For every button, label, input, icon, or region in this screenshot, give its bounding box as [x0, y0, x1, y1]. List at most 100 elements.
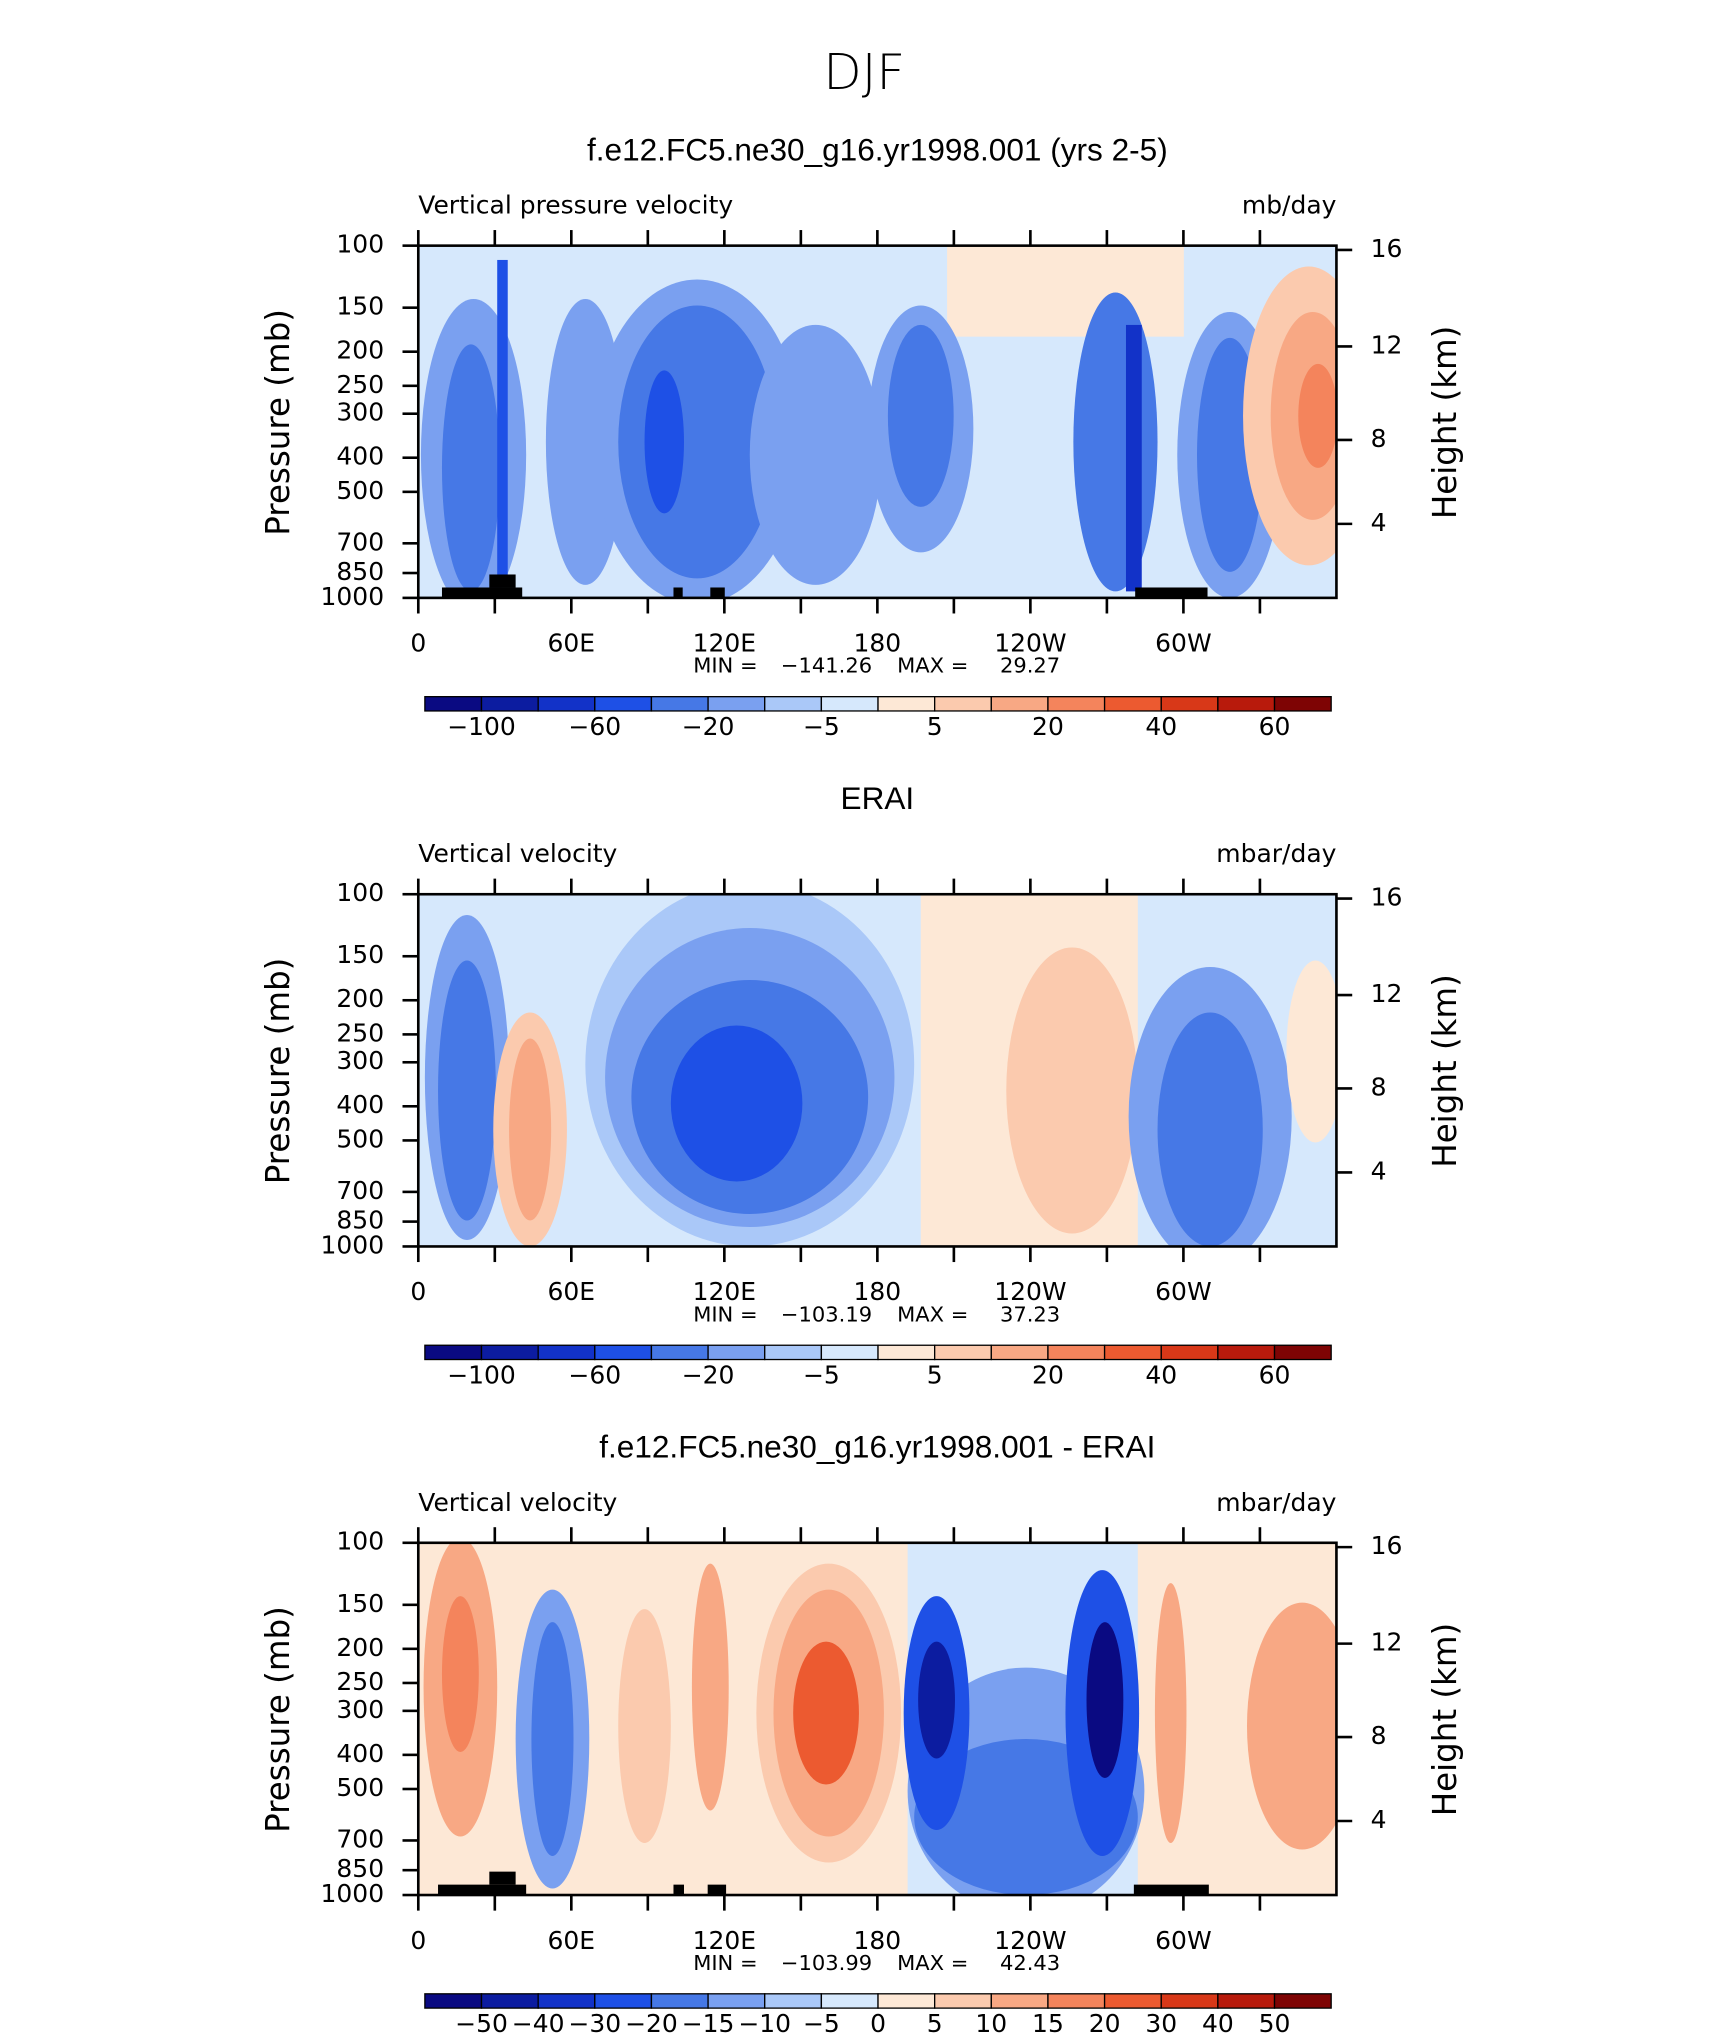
y-tick-label: 200	[336, 336, 384, 365]
y2-axis-label: Height (km)	[1426, 974, 1464, 1167]
x-tick-label: 60W	[1155, 629, 1211, 658]
colorbar-box	[934, 1344, 992, 1361]
y-axis-label: Pressure (mb)	[259, 309, 297, 536]
y2-tick-label: 4	[1371, 1157, 1387, 1186]
colorbar-box	[1160, 1993, 1219, 2009]
max-value: 37.23	[1000, 1302, 1060, 1326]
colorbar-label: −15	[682, 2009, 735, 2038]
y-axis-label: Pressure (mb)	[259, 1606, 297, 1833]
colorbar-label: 15	[1032, 2009, 1064, 2038]
colorbar-label: −60	[568, 1361, 621, 1390]
y-tick-label: 150	[336, 940, 384, 969]
panel: f.e12.FC5.ne30_g16.yr1998.001 (yrs 2-5) V…	[259, 132, 1464, 740]
colorbar-box	[877, 1993, 936, 2009]
panel-title: f.e12.FC5.ne30_g16.yr1998.001 (yrs 2-5)	[587, 132, 1168, 167]
colorbar-box	[1217, 1993, 1276, 2009]
max-value: 42.43	[1000, 1951, 1060, 1975]
colorbar-box	[990, 696, 1049, 712]
y-tick-label: 500	[336, 1125, 384, 1154]
colorbar-label: −10	[738, 2009, 791, 2038]
colorbar-box	[820, 1993, 879, 2009]
colorbar-box	[1047, 1344, 1106, 1361]
colorbar-box	[764, 1344, 823, 1361]
colorbar-box	[594, 696, 653, 712]
x-tick-label: 60E	[548, 1926, 596, 1955]
x-tick-label: 180	[854, 1926, 902, 1955]
x-tick-label: 120E	[693, 1277, 756, 1306]
colorbar-box	[1217, 696, 1276, 712]
colorbar-box	[650, 1993, 709, 2009]
x-tick-label: 60W	[1155, 1926, 1211, 1955]
panel-title: ERAI	[841, 781, 915, 816]
colorbar-box	[480, 1344, 539, 1361]
colorbar-box	[1160, 1344, 1219, 1361]
left-string: Vertical velocity	[418, 1488, 617, 1517]
colorbar-box	[424, 696, 483, 712]
x-tick-label: 60W	[1155, 1277, 1211, 1306]
colorbar-label: −5	[803, 2009, 840, 2038]
colorbar-label: −100	[447, 1361, 516, 1390]
min-label: MIN =	[693, 654, 757, 678]
x-tick-label: 180	[854, 1277, 902, 1306]
min-value: −103.19	[781, 1302, 872, 1326]
colorbar-label: 20	[1032, 712, 1064, 741]
y-tick-label: 1000	[321, 1231, 385, 1260]
max-value: 29.27	[1000, 654, 1060, 678]
contour-field	[418, 1542, 1337, 1896]
y-tick-label: 200	[336, 984, 384, 1013]
x-tick-label: 120E	[693, 629, 756, 658]
max-label: MAX =	[897, 1951, 968, 1975]
y-tick-label: 250	[336, 1667, 384, 1696]
y-tick-label: 700	[336, 1825, 384, 1854]
y2-tick-label: 12	[1371, 1628, 1403, 1657]
x-tick-label: 120W	[994, 1277, 1066, 1306]
colorbar-label: −50	[455, 2009, 508, 2038]
colorbar-box	[594, 1993, 653, 2009]
y-tick-label: 400	[336, 442, 384, 471]
contour-field	[418, 245, 1337, 598]
colorbar-box	[1273, 1344, 1332, 1361]
colorbar-box	[877, 1344, 936, 1361]
y-tick-label: 300	[336, 1695, 384, 1724]
colorbar-label: 5	[927, 2009, 943, 2038]
colorbar-box	[990, 1344, 1049, 1361]
panel: f.e12.FC5.ne30_g16.yr1998.001 - ERAI Vert…	[259, 1430, 1464, 2038]
panel-title: f.e12.FC5.ne30_g16.yr1998.001 - ERAI	[599, 1430, 1155, 1465]
colorbar-box	[1273, 696, 1332, 712]
y2-tick-label: 8	[1371, 1721, 1387, 1750]
colorbar-label: −5	[803, 712, 840, 741]
colorbar-label: 40	[1145, 712, 1177, 741]
y-tick-label: 150	[336, 1589, 384, 1618]
right-string: mbar/day	[1216, 1488, 1336, 1517]
colorbar-label: −100	[447, 712, 516, 741]
colorbar-box	[650, 1344, 709, 1361]
colorbar-box	[1160, 696, 1219, 712]
colorbar-label: −20	[625, 2009, 678, 2038]
colorbar-box	[934, 696, 992, 712]
x-tick-label: 0	[410, 629, 426, 658]
colorbar-label: 20	[1089, 2009, 1121, 2038]
x-tick-label: 60E	[548, 629, 596, 658]
left-string: Vertical pressure velocity	[418, 191, 733, 220]
contour-field	[418, 894, 1337, 1247]
colorbar-label: 0	[870, 2009, 886, 2038]
x-tick-label: 0	[410, 1277, 426, 1306]
y2-tick-label: 12	[1371, 331, 1403, 360]
colorbar-box	[1103, 1993, 1162, 2009]
colorbar-box	[537, 696, 596, 712]
colorbar-box	[1103, 1344, 1162, 1361]
y2-tick-label: 8	[1371, 424, 1387, 453]
y2-tick-label: 16	[1371, 1531, 1403, 1560]
y2-tick-label: 8	[1371, 1073, 1387, 1102]
colorbar-box	[877, 696, 936, 712]
colorbar-box	[480, 1993, 539, 2009]
colorbar-label: 20	[1032, 1361, 1064, 1390]
colorbar-box	[1273, 1993, 1332, 2009]
x-tick-label: 0	[410, 1926, 426, 1955]
colorbar-label: −40	[512, 2009, 565, 2038]
y2-axis-label: Height (km)	[1426, 1623, 1464, 1816]
y-tick-label: 850	[336, 1206, 384, 1235]
colorbar-label: 5	[927, 712, 943, 741]
